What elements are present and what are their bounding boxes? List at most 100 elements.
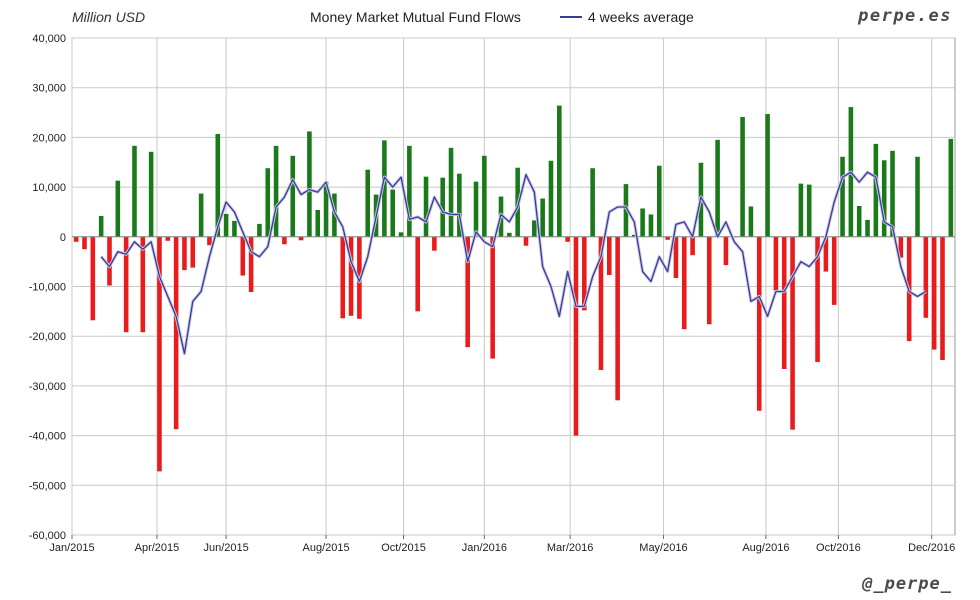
outflow-bar <box>831 236 837 305</box>
inflow-bar <box>557 105 562 237</box>
inflow-bar <box>881 160 887 237</box>
outflow-bar <box>815 236 820 363</box>
x-tick-label: Jan/2015 <box>49 542 94 554</box>
legend: 4 weeks average <box>560 9 694 25</box>
outflow-bar <box>140 236 146 333</box>
outflow-bar <box>598 236 604 370</box>
author-handle: @_perpe_ <box>862 574 952 594</box>
outflow-bar <box>582 236 587 311</box>
outflow-bar <box>348 236 354 316</box>
x-tick-label: Oct/2015 <box>381 542 426 554</box>
inflow-bar <box>590 168 595 237</box>
inflow-bar <box>232 220 237 237</box>
brand-logo-text: perpe.es <box>858 6 952 26</box>
inflow-bar <box>382 140 387 237</box>
inflow-bar <box>398 232 404 237</box>
inflow-bar <box>915 156 920 237</box>
inflow-bar <box>440 177 445 237</box>
outflow-bar <box>923 236 929 318</box>
outflow-bar <box>190 236 196 268</box>
inflow-bar <box>307 131 312 237</box>
outflow-bar <box>298 236 304 241</box>
outflow-bar <box>207 236 212 246</box>
x-tick-label: Jun/2015 <box>203 542 248 554</box>
outflow-bar <box>123 236 129 333</box>
inflow-bar <box>840 156 845 237</box>
outflow-bar <box>415 236 420 312</box>
inflow-bar <box>198 193 204 237</box>
outflow-bar <box>573 236 579 436</box>
inflow-bar <box>273 145 279 237</box>
inflow-bar <box>656 165 662 237</box>
y-tick-label: -10,000 <box>29 282 66 294</box>
inflow-bar <box>648 214 654 237</box>
inflow-bar <box>473 181 479 237</box>
x-tick-label: Dec/2016 <box>908 542 955 554</box>
outflow-bar <box>773 236 779 291</box>
inflow-bar <box>806 184 812 237</box>
y-tick-label: -60,000 <box>29 530 66 542</box>
inflow-bar <box>257 223 262 237</box>
inflow-bar <box>265 168 271 237</box>
y-tick-label: 30,000 <box>32 83 66 95</box>
inflow-bar <box>223 213 229 237</box>
x-tick-label: Aug/2015 <box>303 542 350 554</box>
outflow-bar <box>823 236 829 272</box>
inflow-bar <box>798 183 804 237</box>
inflow-bar <box>423 176 429 237</box>
outflow-bar <box>182 236 187 271</box>
legend-line-swatch <box>560 16 582 18</box>
chart-title: Money Market Mutual Fund Flows <box>310 9 521 25</box>
inflow-bar <box>448 147 454 237</box>
x-tick-label: Mar/2016 <box>547 542 593 554</box>
inflow-bar <box>865 219 870 237</box>
outflow-bar <box>756 236 762 411</box>
inflow-bar <box>315 209 321 237</box>
y-tick-label: 20,000 <box>32 132 66 144</box>
x-tick-label: May/2016 <box>639 542 687 554</box>
outflow-bar <box>432 236 437 251</box>
x-tick-label: Jan/2016 <box>462 542 507 554</box>
inflow-bar <box>548 160 554 237</box>
inflow-bar <box>507 232 512 237</box>
outflow-bar <box>165 236 171 241</box>
inflow-bar <box>215 133 221 237</box>
y-tick-label: -40,000 <box>29 431 66 443</box>
inflow-bar <box>390 189 396 237</box>
outflow-bar <box>790 236 795 430</box>
inflow-bar <box>640 208 645 237</box>
outflow-bar <box>107 236 112 286</box>
outflow-bar <box>523 236 529 246</box>
inflow-bar <box>631 234 637 237</box>
outflow-bar <box>465 236 470 348</box>
outflow-bar <box>931 236 937 350</box>
inflow-bar <box>540 198 545 237</box>
inflow-bar <box>457 173 462 237</box>
outflow-bar <box>723 236 729 266</box>
inflow-bar <box>873 143 879 237</box>
outflow-bar <box>340 236 346 319</box>
inflow-bar <box>748 206 754 237</box>
y-tick-label: 0 <box>60 232 66 244</box>
outflow-bar <box>82 236 87 250</box>
outflow-bar <box>898 236 904 258</box>
outflow-bar <box>173 236 179 430</box>
inflow-bar <box>365 169 371 237</box>
inflow-bar <box>290 155 296 237</box>
inflow-bar <box>132 145 137 237</box>
inflow-bar <box>148 151 154 237</box>
unit-label: Million USD <box>72 9 146 25</box>
x-tick-label: Oct/2016 <box>816 542 861 554</box>
y-tick-label: 10,000 <box>32 182 66 194</box>
outflow-bar <box>781 236 787 370</box>
outflow-bar <box>90 236 96 321</box>
inflow-bar <box>856 205 862 237</box>
inflow-bar <box>765 114 770 237</box>
inflow-bar <box>115 180 121 237</box>
inflow-bar <box>890 150 895 237</box>
outflow-bar <box>615 236 620 401</box>
inflow-bar <box>715 139 720 237</box>
inflow-bar <box>948 138 954 237</box>
